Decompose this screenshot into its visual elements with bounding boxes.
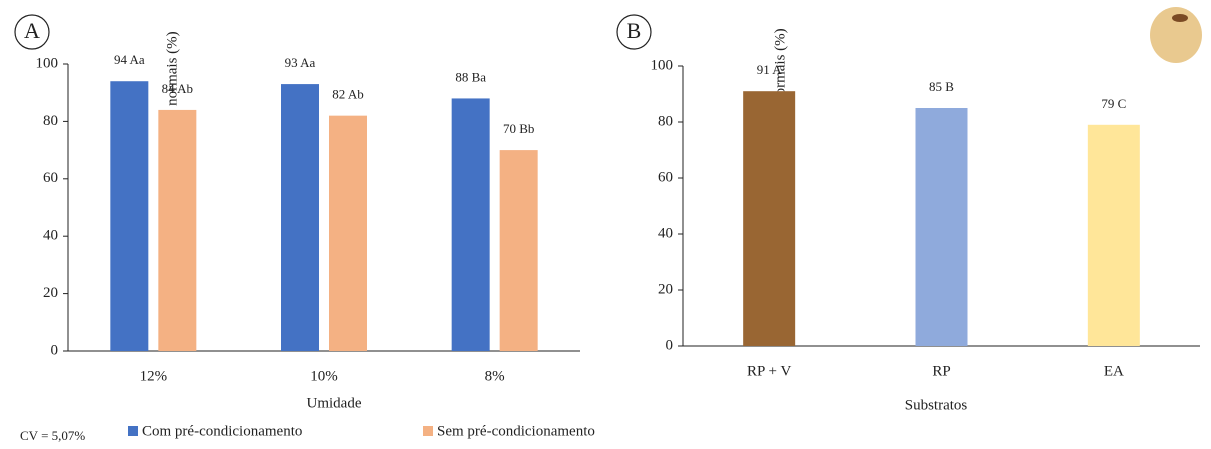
y-tick-label: 80 [658, 113, 673, 129]
y-tick-label: 60 [658, 169, 673, 185]
y-tick-label: 40 [43, 228, 58, 244]
x-axis-title: Umidade [307, 395, 362, 411]
legend-swatch [423, 426, 433, 436]
y-tick-label: 100 [651, 57, 674, 73]
panel-label: A [24, 18, 40, 43]
y-tick-label: 0 [51, 342, 59, 358]
y-tick-label: 60 [43, 170, 58, 186]
panel-label: B [627, 18, 642, 43]
legend-label: Com pré-condicionamento [142, 423, 302, 439]
bar [499, 150, 538, 351]
x-tick-label: RP [932, 363, 950, 379]
bar [281, 84, 319, 351]
y-tick-label: 0 [666, 337, 674, 353]
y-tick-label: 40 [658, 225, 673, 241]
value-label: 94 Aa [114, 52, 145, 67]
x-tick-label: 10% [310, 368, 338, 384]
bar [158, 109, 197, 351]
y-tick-label: 20 [658, 281, 673, 297]
y-tick-label: 80 [43, 113, 58, 129]
bar [329, 115, 367, 351]
note: CV = 5,07% [20, 428, 85, 443]
x-tick-label: EA [1104, 363, 1124, 379]
panel-circle [616, 14, 652, 50]
x-tick-label: RP + V [747, 363, 791, 379]
value-label: 79 C [1101, 96, 1126, 111]
bar [743, 91, 796, 346]
x-tick-label: 12% [140, 368, 168, 384]
value-label: 88 Ba [455, 69, 486, 84]
value-label: 82 Ab [332, 87, 363, 102]
y-tick-label: 20 [43, 285, 58, 301]
legend-swatch [128, 426, 138, 436]
value-label: 93 Aa [285, 55, 316, 70]
value-label: 91 A [757, 62, 783, 77]
y-tick-label: 100 [36, 55, 59, 71]
panel-circle [14, 14, 50, 50]
x-tick-label: 8% [485, 368, 505, 384]
value-label: 70 Bb [503, 121, 534, 136]
bar [915, 108, 968, 346]
bar [1087, 124, 1140, 346]
seed-image [1150, 7, 1202, 63]
legend-label: Sem pré-condicionamento [437, 423, 595, 439]
bar [451, 98, 490, 351]
seed-hilum [1172, 14, 1188, 22]
value-label: 84 Ab [162, 81, 193, 96]
x-axis-title: Substratos [905, 397, 968, 413]
bar [110, 81, 149, 351]
value-label: 85 B [929, 79, 954, 94]
